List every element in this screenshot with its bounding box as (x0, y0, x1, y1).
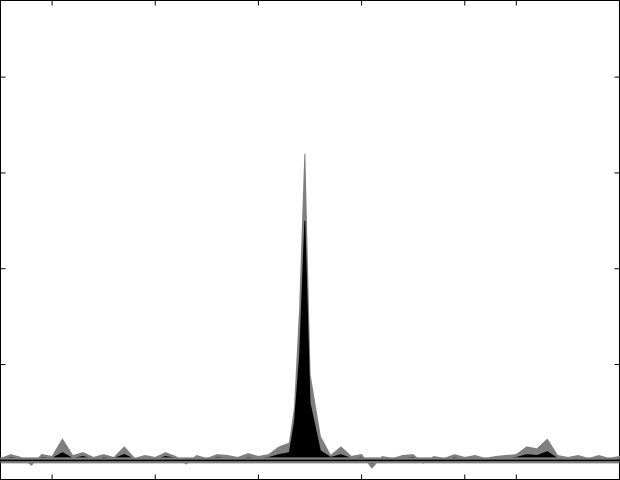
chart-container (0, 0, 620, 480)
area-chart (0, 0, 620, 480)
